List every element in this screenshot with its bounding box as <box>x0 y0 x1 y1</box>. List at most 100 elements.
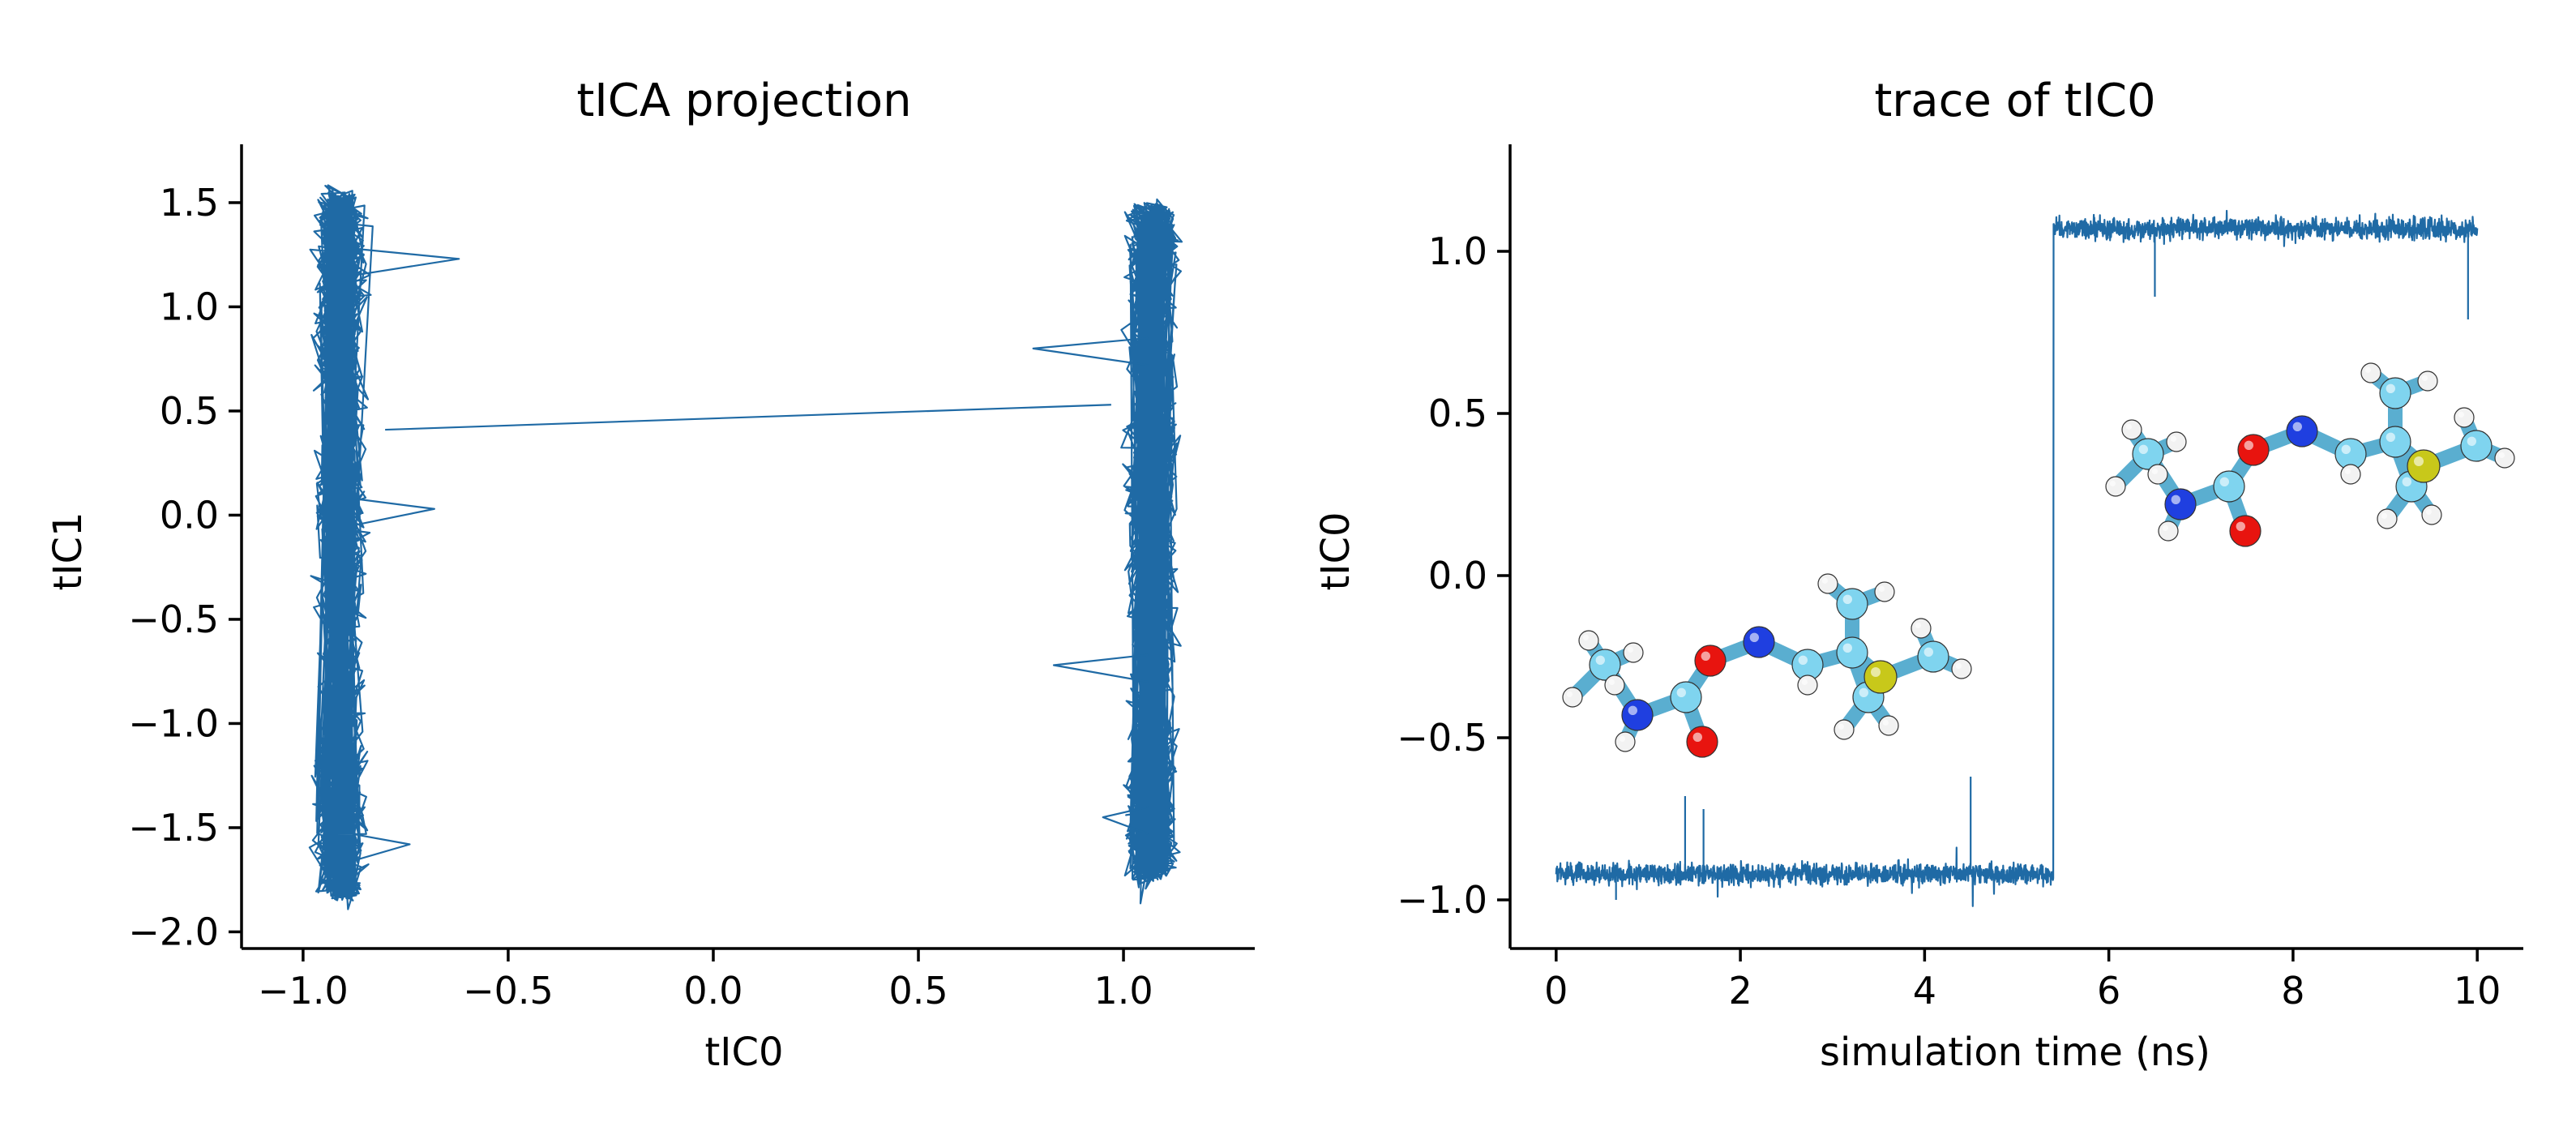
molecule-atom-H <box>1911 618 1932 639</box>
atom-highlight <box>2414 456 2424 466</box>
atom-highlight <box>1595 655 1605 665</box>
molecule-atom-N <box>2286 415 2318 448</box>
atom-highlight <box>1801 679 1808 685</box>
atom-highlight <box>2425 508 2432 515</box>
atom-highlight <box>1871 667 1881 677</box>
y-tick-label: −0.5 <box>1397 716 1487 760</box>
atom-highlight <box>1882 719 1889 726</box>
atom-highlight <box>2467 436 2476 446</box>
atom-highlight <box>2236 521 2245 531</box>
molecule-atom-N <box>2164 488 2197 520</box>
molecule-atom-H <box>2421 504 2442 525</box>
y-tick-label: −0.5 <box>128 597 219 641</box>
atom-highlight <box>1859 687 1868 697</box>
molecule-atom-H <box>2454 407 2475 428</box>
atom-highlight <box>2344 468 2351 474</box>
x-tick-label: 10 <box>2454 969 2501 1013</box>
x-tick-label: 4 <box>1913 969 1936 1013</box>
tica-projection-data <box>308 184 1183 910</box>
molecule-atom-H <box>1874 581 1895 602</box>
atom-highlight <box>1676 687 1686 697</box>
x-tick-label: 0.5 <box>888 969 948 1013</box>
molecule-atom-H <box>2166 431 2187 452</box>
molecule-atom-H <box>1623 642 1644 663</box>
tica-projection-panel: tICA projection tIC0 tIC1 −1.0 −0.5 0.0 0.5… <box>45 75 1255 1075</box>
x-tick-label: −0.5 <box>463 969 554 1013</box>
atom-highlight <box>1619 735 1625 742</box>
atom-highlight <box>2292 422 2302 431</box>
molecule-state-2 <box>2105 362 2515 547</box>
molecule-atom-H <box>2105 476 2126 497</box>
x-tick-label: 0.0 <box>683 969 742 1013</box>
trajectory-cluster <box>308 184 374 910</box>
transition-line <box>385 404 1111 431</box>
molecule-atom-C <box>2379 426 2411 458</box>
molecule-atom-H <box>1878 715 1899 736</box>
atom-highlight <box>1749 632 1759 642</box>
tica-projection-ylabel: tIC1 <box>45 512 91 590</box>
x-tick-label: 2 <box>1728 969 1752 1013</box>
molecule-atom-H <box>1604 674 1625 696</box>
atom-highlight <box>2364 366 2371 373</box>
trajectory-excursion <box>1052 653 1149 683</box>
trajectory-excursion <box>352 247 460 276</box>
atom-highlight <box>2138 444 2148 454</box>
molecule-atom-C <box>2460 430 2493 462</box>
trajectory-excursion <box>1102 806 1149 835</box>
molecule-atom-C <box>1917 640 1949 673</box>
tic0-trace-panel: trace of tIC0 simulation time (ns) tIC0 … <box>1313 75 2523 1075</box>
molecule-atom-C <box>2213 470 2245 503</box>
y-tick-label: −2.0 <box>128 910 219 953</box>
atom-highlight <box>2381 512 2387 519</box>
atom-highlight <box>1701 651 1710 661</box>
x-tick-label: 8 <box>2281 969 2304 1013</box>
atom-highlight <box>1915 622 1921 628</box>
atom-highlight <box>2244 440 2253 450</box>
atom-highlight <box>2219 477 2229 486</box>
atom-highlight <box>1608 679 1615 685</box>
y-tick-label: 1.0 <box>1428 229 1487 273</box>
atom-highlight <box>2402 477 2411 486</box>
tic0-trace-data <box>1555 209 2479 907</box>
tic0-trace-axes <box>1508 144 2523 950</box>
atom-highlight <box>2170 435 2176 442</box>
atom-highlight <box>2162 525 2168 531</box>
molecule-atom-O <box>1686 726 1718 758</box>
molecule-atom-S <box>1864 660 1898 694</box>
y-tick-label: 0.5 <box>1428 392 1487 435</box>
molecule-atom-H <box>2417 370 2438 392</box>
atom-highlight <box>1692 732 1702 742</box>
molecule-atom-N <box>1621 699 1654 731</box>
atom-highlight <box>1923 647 1933 657</box>
atom-highlight <box>2498 452 2505 458</box>
tica-projection-ticks: −1.0 −0.5 0.0 0.5 1.0 −2.0 −1.5 −1.0 −0.5 0.0 0.5 1… <box>128 181 1153 1013</box>
molecule-atom-H <box>1797 674 1818 696</box>
atom-highlight <box>2109 480 2116 486</box>
x-tick-label: 6 <box>2097 969 2120 1013</box>
atom-highlight <box>2421 375 2428 381</box>
tica-projection-xlabel: tIC0 <box>704 1030 783 1075</box>
molecule-atom-H <box>2158 520 2179 542</box>
y-tick-label: 1.0 <box>160 285 219 328</box>
molecule-atom-H <box>1578 630 1599 651</box>
tic0-trace-ylabel: tIC0 <box>1313 512 1359 590</box>
x-tick-label: −1.0 <box>258 969 349 1013</box>
atom-highlight <box>1628 705 1637 715</box>
molecule-atom-H <box>1615 731 1636 752</box>
molecule-atom-H <box>2377 508 2398 529</box>
atom-highlight <box>2386 383 2395 393</box>
molecule-atom-H <box>1951 658 1972 679</box>
molecule-atom-C <box>1836 636 1868 669</box>
atom-highlight <box>1821 577 1828 584</box>
atom-highlight <box>2341 444 2351 454</box>
atom-highlight <box>1798 655 1808 665</box>
atom-highlight <box>1627 646 1633 653</box>
molecule-atom-O <box>1694 645 1727 677</box>
atom-highlight <box>2151 468 2158 474</box>
molecule-atom-C <box>2379 377 2411 409</box>
trajectory-cluster <box>1120 198 1183 905</box>
molecule-atom-H <box>2147 464 2168 485</box>
y-tick-label: 0.5 <box>160 389 219 433</box>
molecule-atom-S <box>2407 449 2441 483</box>
y-tick-label: −1.5 <box>128 806 219 850</box>
